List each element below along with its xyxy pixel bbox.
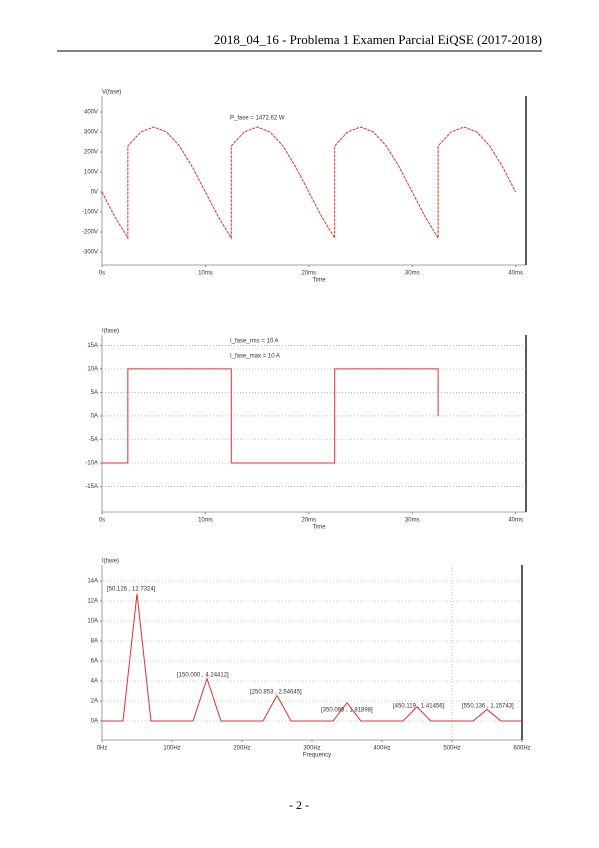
annotation: I_fase_max = 10 A xyxy=(230,354,280,360)
y-tick-label: 400V xyxy=(84,110,98,116)
y-tick-label: 0V xyxy=(91,190,98,196)
y-tick-label: 200V xyxy=(84,150,98,156)
y-tick-label: -10A xyxy=(85,461,98,467)
page-number: - 2 - xyxy=(289,798,309,812)
x-tick-label: 20ms xyxy=(301,271,316,277)
x-tick-label: 400Hz xyxy=(373,746,390,752)
x-tick-label: 100Hz xyxy=(163,746,180,752)
x-tick-label: 300Hz xyxy=(303,746,320,752)
x-tick-label: 30ms xyxy=(405,271,420,277)
annotation: [550.136 , 1.15743] xyxy=(462,704,514,710)
y-tick-label: 14A xyxy=(87,579,98,585)
y-tick-label: -15A xyxy=(85,484,98,490)
x-tick-label: 40ms xyxy=(508,271,523,277)
y-tick-label: 8A xyxy=(91,639,98,645)
y-tick-label: 15A xyxy=(87,343,98,349)
y-tick-label: 300V xyxy=(84,130,98,136)
annotation: [350.098 , 1.81898] xyxy=(321,708,373,714)
x-axis-label: Frequency xyxy=(303,753,331,759)
x-tick-label: 10ms xyxy=(198,271,213,277)
x-tick-label: 500Hz xyxy=(443,746,460,752)
series-line xyxy=(102,593,522,722)
x-tick-label: 600Hz xyxy=(513,746,530,752)
legend-entry: I(fase) xyxy=(102,559,119,565)
y-tick-label: 100V xyxy=(84,170,98,176)
y-tick-label: 2A xyxy=(91,699,98,705)
chart-title: P_fase = 1472.62 W xyxy=(230,116,285,122)
x-tick-label: 30ms xyxy=(405,518,420,524)
x-tick-label: 200Hz xyxy=(233,746,250,752)
annotation: [150.000 , 4.24412] xyxy=(177,673,229,679)
x-tick-label: 10ms xyxy=(198,518,213,524)
y-tick-label: 4A xyxy=(91,679,98,685)
x-tick-label: 0s xyxy=(99,271,105,277)
annotation: [450.119 , 1.41456] xyxy=(393,704,445,710)
annotation: I_fase_rms = 10 A xyxy=(230,339,279,345)
x-axis-label: Time xyxy=(312,278,326,284)
y-tick-label: 0A xyxy=(91,414,98,420)
header-title: 2018_04_16 - Problema 1 Examen Parcial E… xyxy=(214,32,542,47)
y-tick-label: 6A xyxy=(91,659,98,665)
y-tick-label: -200V xyxy=(82,230,98,236)
x-tick-label: 20ms xyxy=(301,518,316,524)
series-line xyxy=(102,368,439,464)
y-tick-label: -100V xyxy=(82,210,98,216)
y-tick-label: 12A xyxy=(87,599,98,605)
y-tick-label: 10A xyxy=(87,619,98,625)
legend-entry: I(fase) xyxy=(102,329,119,335)
y-tick-label: 0A xyxy=(91,719,98,725)
x-tick-label: 0Hz xyxy=(97,746,108,752)
x-axis-label: Time xyxy=(312,525,326,531)
annotation: [50.126 , 12.7324] xyxy=(107,587,156,593)
y-tick-label: 10A xyxy=(87,366,98,372)
series-line xyxy=(101,126,517,240)
x-tick-label: 40ms xyxy=(508,518,523,524)
y-tick-label: -5A xyxy=(89,437,98,443)
x-tick-label: 0s xyxy=(99,518,105,524)
y-tick-label: 5A xyxy=(91,390,98,396)
annotation: [250.853 , 2.54645] xyxy=(250,690,302,696)
y-tick-label: -300V xyxy=(82,250,98,256)
legend-entry: V(fase) xyxy=(102,90,121,96)
